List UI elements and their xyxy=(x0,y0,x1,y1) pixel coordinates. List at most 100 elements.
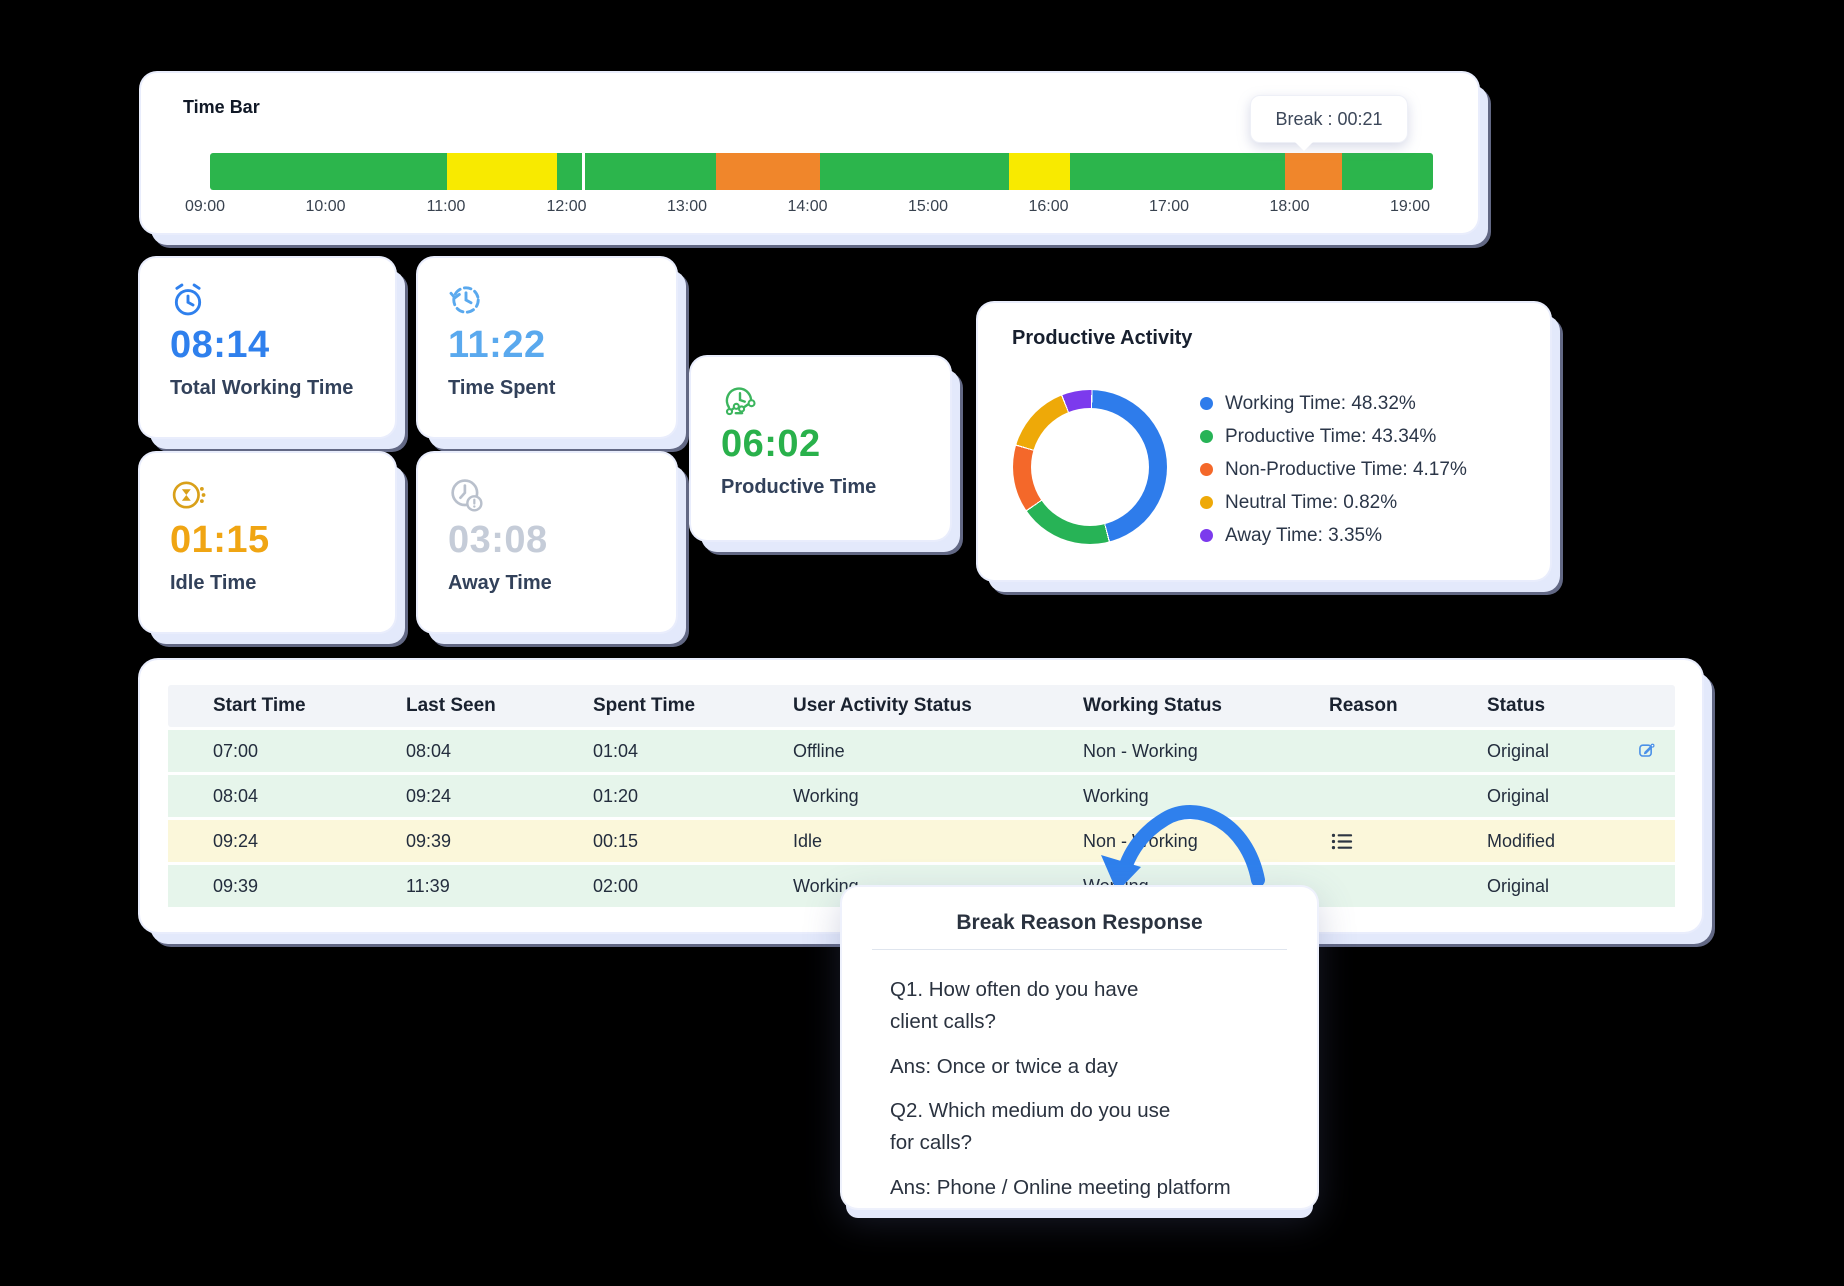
timebar-segment-working[interactable] xyxy=(819,153,1009,190)
cell-status: Original xyxy=(1487,740,1550,761)
timebar-segment-idle[interactable] xyxy=(447,153,557,190)
legend-dot xyxy=(1200,529,1213,542)
legend-dot xyxy=(1200,397,1213,410)
legend-label: Working Time: 48.32% xyxy=(1225,392,1416,414)
column-header: Last Seen xyxy=(406,695,496,716)
time-bar-title: Time Bar xyxy=(183,97,260,117)
productive-activity-title: Productive Activity xyxy=(1012,327,1193,349)
alarm-clock-icon xyxy=(168,280,208,320)
time-tick-label: 14:00 xyxy=(787,198,828,215)
legend-dot xyxy=(1200,430,1213,443)
cell-last-seen: 08:04 xyxy=(406,740,452,761)
break-tooltip: Break : 00:21 xyxy=(1250,95,1408,151)
break-reason-response-popup: Break Reason Response Q1. How often do y… xyxy=(842,887,1317,1208)
cell-working-status: Working xyxy=(1083,785,1149,806)
cell-last-seen: 09:24 xyxy=(406,785,452,806)
table-row[interactable]: 08:04 09:24 01:20 Working Working Original xyxy=(168,775,1675,817)
away-time-label: Away Time xyxy=(448,572,552,594)
productive-activity-card: Productive Activity Working Time: 48.32%… xyxy=(978,303,1550,580)
legend-label: Non-Productive Time: 4.17% xyxy=(1225,458,1467,480)
time-tick-label: 19:00 xyxy=(1389,198,1431,215)
productive-time-value: 06:02 xyxy=(721,423,821,465)
popup-body: Q1. How often do you have client calls? A… xyxy=(842,950,1317,1204)
timebar-segment-working[interactable] xyxy=(1069,153,1285,190)
idle-time-value: 01:15 xyxy=(170,519,270,561)
time-spent-card: 11:22 Time Spent xyxy=(418,258,676,437)
column-header: Start Time xyxy=(213,695,306,716)
column-header: Spent Time xyxy=(593,695,696,716)
legend-dot xyxy=(1200,496,1213,509)
legend-label: Productive Time: 43.34% xyxy=(1225,425,1437,447)
timebar-segment-working[interactable] xyxy=(584,153,716,190)
timebar-segment-working[interactable] xyxy=(1341,153,1433,190)
cell-spent-time: 01:20 xyxy=(593,785,639,806)
cell-reason xyxy=(1329,832,1487,851)
legend-item: Productive Time: 43.34% xyxy=(1200,420,1467,453)
legend-item: Away Time: 3.35% xyxy=(1200,519,1467,552)
cell-spent-time: 00:15 xyxy=(593,830,639,851)
legend-item: Working Time: 48.32% xyxy=(1200,387,1467,420)
time-tick-label: 09:00 xyxy=(184,198,226,215)
idle-time-card: 01:15 Idle Time xyxy=(140,453,395,632)
cell-user-activity-status: Offline xyxy=(793,740,845,761)
away-time-value: 03:08 xyxy=(448,519,548,561)
popup-paragraph: Q2. Which medium do you use for calls? xyxy=(890,1099,1171,1155)
legend-label: Neutral Time: 0.82% xyxy=(1225,491,1398,513)
edit-icon[interactable] xyxy=(1637,741,1657,761)
timebar-segment-divider xyxy=(582,153,585,190)
legend-label: Away Time: 3.35% xyxy=(1225,524,1383,546)
idle-time-label: Idle Time xyxy=(170,572,257,594)
table-row[interactable]: 07:00 08:04 01:04 Offline Non - Working Origi… xyxy=(168,730,1675,772)
time-spent-value: 11:22 xyxy=(448,324,546,366)
timebar-segment-break[interactable] xyxy=(1284,153,1342,190)
cell-status: Original xyxy=(1487,785,1550,806)
cell-user-activity-status: Working xyxy=(793,785,859,806)
popup-paragraph: Ans: Phone / Online meeting platform xyxy=(890,1175,1231,1199)
cell-status: Modified xyxy=(1487,830,1556,851)
cell-start-time: 09:24 xyxy=(213,830,259,851)
time-tick-label: 10:00 xyxy=(305,198,346,215)
column-header: User Activity Status xyxy=(793,695,972,716)
column-header: Reason xyxy=(1329,695,1398,716)
productive-time-label: Productive Time xyxy=(721,476,877,498)
popup-paragraph: Q1. How often do you have client calls? xyxy=(890,978,1139,1033)
break-tooltip-label: Break : 00:21 xyxy=(1275,108,1383,129)
table-header-row: Start Time Last Seen Spent Time User Activi… xyxy=(168,685,1675,727)
time-tick-label: 15:00 xyxy=(907,198,949,215)
table-row[interactable]: 09:24 09:39 00:15 Idle Non - Working Modified xyxy=(168,820,1675,862)
popup-divider xyxy=(872,949,1287,950)
column-header: Status xyxy=(1487,695,1546,716)
cell-user-activity-status: Working xyxy=(793,875,859,896)
cell-working-status: Non - Working xyxy=(1083,740,1198,761)
time-tick-label: 18:00 xyxy=(1269,198,1310,215)
cell-user-activity-status: Idle xyxy=(793,830,823,851)
reason-list-icon[interactable] xyxy=(1329,832,1356,851)
cell-actions xyxy=(1637,741,1675,761)
time-tick-label: 17:00 xyxy=(1148,198,1190,215)
cell-spent-time: 01:04 xyxy=(593,740,639,761)
time-tick-label: 13:00 xyxy=(666,198,708,215)
table-body: 07:00 08:04 01:04 Offline Non - Working Origi… xyxy=(168,730,1675,907)
time-bar-card: Time Bar 09:00 10:00 11:00 12:00 13:00 14:00 1… xyxy=(141,73,1478,233)
total-working-time-label: Total Working Time xyxy=(170,377,354,399)
productive-time-card: 06:02 Productive Time xyxy=(691,357,950,540)
total-working-time-value: 08:14 xyxy=(170,324,270,366)
gauge-icon xyxy=(719,379,759,419)
cell-last-seen: 11:39 xyxy=(406,875,450,896)
cell-start-time: 08:04 xyxy=(213,785,259,806)
timebar-segment-idle[interactable] xyxy=(1008,153,1070,190)
cell-start-time: 07:00 xyxy=(213,740,259,761)
legend-dot xyxy=(1200,463,1213,476)
time-bar[interactable] xyxy=(210,153,1433,190)
time-tick-label: 16:00 xyxy=(1028,198,1069,215)
timebar-segment-break[interactable] xyxy=(715,153,820,190)
time-tick-label: 11:00 xyxy=(426,198,466,215)
away-clock-icon xyxy=(446,475,486,515)
legend-item: Non-Productive Time: 4.17% xyxy=(1200,453,1467,486)
productive-activity-legend: Working Time: 48.32% Productive Time: 43.… xyxy=(1200,387,1467,552)
timebar-segment-working[interactable] xyxy=(556,153,583,190)
timebar-segment-working[interactable] xyxy=(210,153,448,190)
cell-last-seen: 09:39 xyxy=(406,830,452,851)
popup-title: Break Reason Response xyxy=(956,911,1203,934)
